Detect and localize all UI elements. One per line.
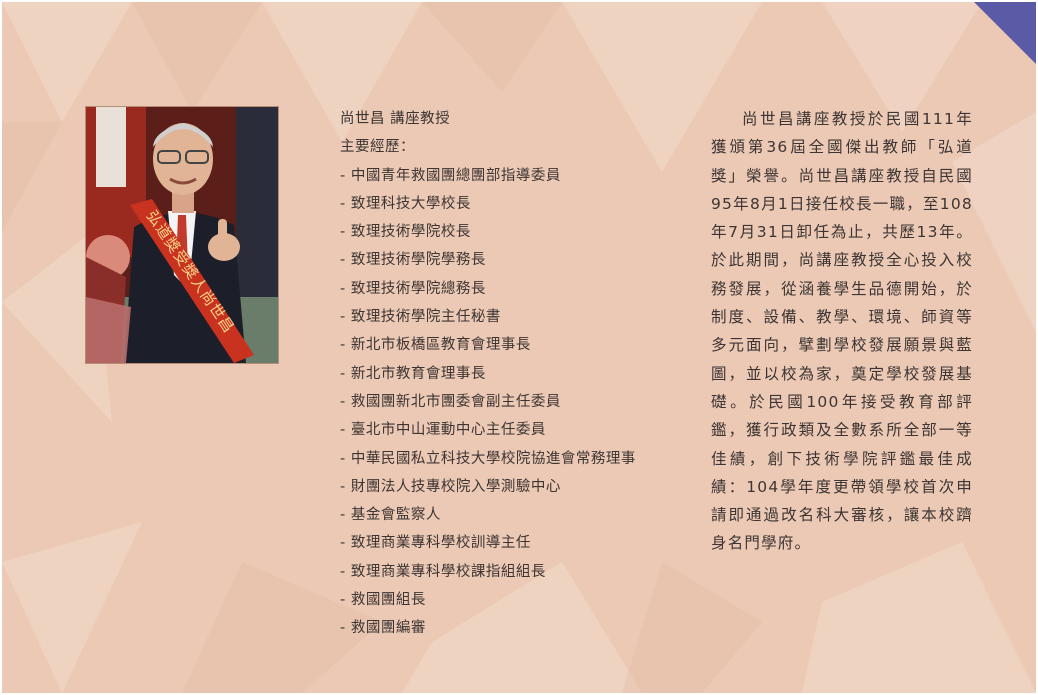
experience-item: - 中國青年救國團總團部指導委員 [340, 167, 561, 184]
experience-item: - 致理科技大學校長 [340, 195, 471, 212]
portrait-illustration: 弘道獎受獎人尚世昌 [86, 107, 278, 363]
experience-item: - 新北市教育會理事長 [340, 365, 486, 382]
experience-item: - 致理商業專科學校課指組組長 [340, 563, 546, 580]
experience-item: - 救國團新北市團委會副主任委員 [340, 393, 561, 410]
achievement-paragraph: 尚世昌講座教授於民國111年獲頒第36屆全國傑出教師「弘道獎」榮譽。尚世昌講座教… [711, 110, 973, 553]
profile-section: 尚世昌 講座教授 主要經歷： - 中國青年救國團總團部指導委員 - 致理科技大學… [340, 105, 680, 643]
portrait-photo: 弘道獎受獎人尚世昌 [86, 107, 278, 363]
experience-item: - 臺北市中山運動中心主任委員 [340, 422, 546, 439]
experience-item: - 致理技術學院主任秘書 [340, 309, 501, 326]
profile-name-title: 尚世昌 講座教授 [340, 111, 451, 127]
corner-accent [974, 2, 1036, 64]
experience-item: - 致理商業專科學校訓導主任 [340, 535, 531, 552]
experience-item: - 新北市板橋區教育會理事長 [340, 337, 531, 354]
experience-item: - 救國團編審 [340, 620, 426, 637]
experience-heading: 主要經歷： [340, 139, 415, 156]
experience-item: - 中華民國私立科技大學校院協進會常務理事 [340, 450, 636, 467]
experience-item: - 致理技術學院學務長 [340, 252, 486, 269]
experience-item: - 致理技術學院校長 [340, 224, 471, 241]
experience-item: - 致理技術學院總務長 [340, 280, 486, 297]
experience-item: - 救國團組長 [340, 592, 426, 609]
experience-list: - 中國青年救國團總團部指導委員 - 致理科技大學校長 - 致理技術學院校長 -… [340, 162, 680, 643]
experience-item: - 財團法人技專校院入學測驗中心 [340, 478, 561, 495]
experience-item: - 基金會監察人 [340, 507, 441, 524]
